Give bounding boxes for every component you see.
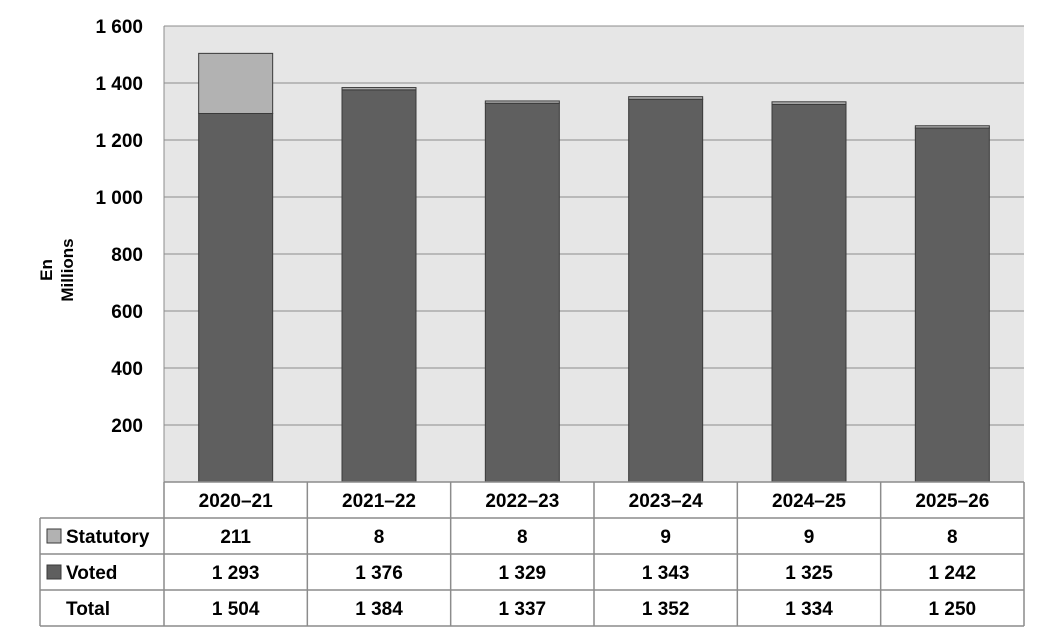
bar-voted-1 bbox=[198, 112, 274, 483]
bar-statutory-2 bbox=[341, 87, 417, 91]
y-axis: 200 400 600 800 1 000 1 200 1 400 1 600 bbox=[95, 17, 165, 482]
bar-voted-5 bbox=[771, 103, 847, 483]
y-axis-label-line1: En bbox=[37, 259, 56, 281]
x-tick-label: 2025–26 bbox=[915, 491, 989, 512]
data-label: 8 bbox=[374, 527, 385, 548]
bar-voted-3 bbox=[484, 102, 560, 483]
bar-voted-4 bbox=[628, 98, 704, 483]
bar-statutory-1 bbox=[198, 52, 274, 114]
y-tick-label: 1 600 bbox=[95, 17, 143, 38]
x-tick-label: 2024–25 bbox=[772, 491, 846, 512]
legend-swatch bbox=[46, 564, 62, 580]
y-tick-label: 800 bbox=[111, 245, 143, 266]
y-tick-label: 600 bbox=[111, 302, 143, 323]
y-tick-label: 1 400 bbox=[95, 74, 143, 95]
data-label: 1 250 bbox=[929, 599, 977, 620]
bar-statutory-4 bbox=[628, 96, 704, 100]
x-tick-label: 2023–24 bbox=[629, 491, 703, 512]
data-label: 8 bbox=[517, 527, 528, 548]
data-label: 1 352 bbox=[642, 599, 690, 620]
bar-statutory-5 bbox=[771, 101, 847, 105]
legend-swatch bbox=[46, 528, 62, 544]
bar-statutory-6 bbox=[914, 125, 990, 129]
x-tick-label: 2021–22 bbox=[342, 491, 416, 512]
y-tick-label: 200 bbox=[111, 416, 143, 437]
y-tick-label: 1 000 bbox=[95, 188, 143, 209]
bar-statutory-3 bbox=[484, 100, 560, 104]
bar-voted-2 bbox=[341, 89, 417, 483]
data-label: 9 bbox=[660, 527, 671, 548]
data-label: 1 376 bbox=[355, 563, 403, 584]
data-label: 1 334 bbox=[785, 599, 833, 620]
data-label: 1 343 bbox=[642, 563, 690, 584]
data-label: 1 329 bbox=[499, 563, 547, 584]
y-tick-label: 400 bbox=[111, 359, 143, 380]
data-label: 8 bbox=[947, 527, 958, 548]
data-label: 1 504 bbox=[212, 599, 260, 620]
legend-label: Voted bbox=[66, 563, 117, 584]
bar-voted-6 bbox=[914, 127, 990, 483]
legend-label: Total bbox=[66, 599, 110, 620]
data-label: 1 325 bbox=[785, 563, 833, 584]
data-table: 2020–21 2021–22 2022–23 2023–24 2024–25 2025–… bbox=[39, 481, 1025, 627]
data-label: 1 384 bbox=[355, 599, 403, 620]
legend-label: Statutory bbox=[66, 527, 150, 548]
data-label: 1 337 bbox=[499, 599, 547, 620]
x-tick-label: 2020–21 bbox=[199, 491, 273, 512]
data-label: 1 293 bbox=[212, 563, 260, 584]
gridlines bbox=[164, 25, 1024, 426]
data-label: 9 bbox=[804, 527, 815, 548]
x-tick-label: 2022–23 bbox=[485, 491, 559, 512]
y-axis-label-line2: Millions bbox=[58, 238, 77, 301]
bars bbox=[198, 52, 990, 483]
data-label: 1 242 bbox=[929, 563, 977, 584]
y-tick-label: 1 200 bbox=[95, 131, 143, 152]
data-label: 211 bbox=[220, 527, 251, 548]
